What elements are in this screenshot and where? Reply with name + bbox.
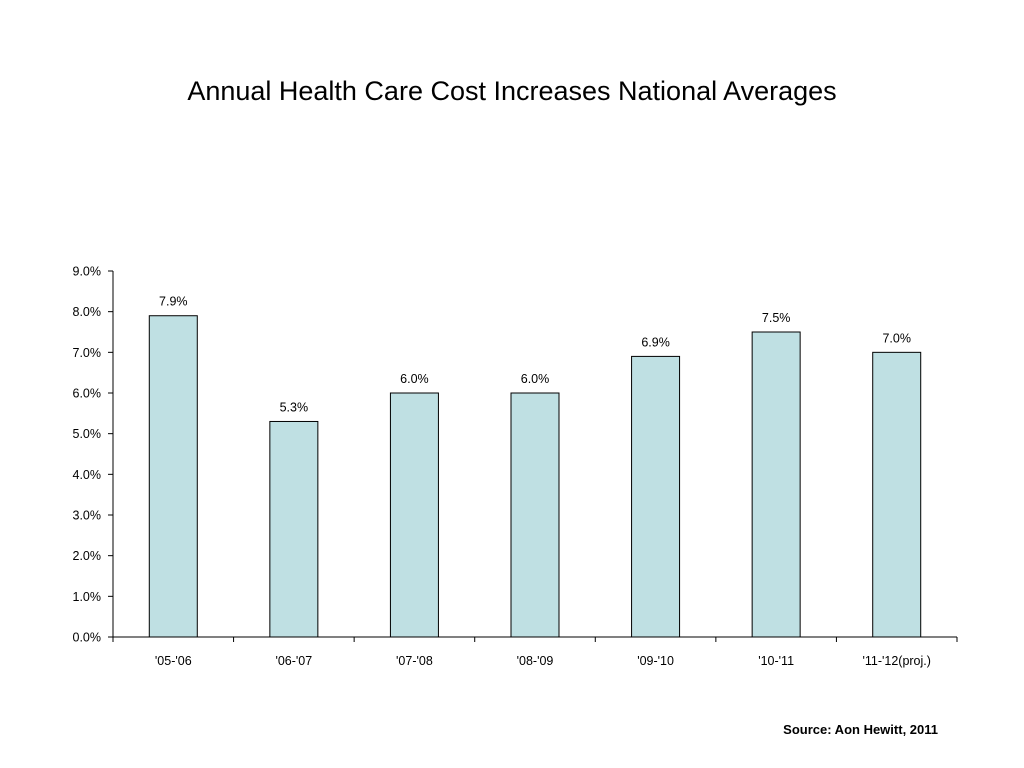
x-tick-label: '11-'12(proj.) bbox=[862, 654, 930, 668]
x-tick-label: '09-'10 bbox=[637, 654, 674, 668]
data-labels: 7.9% 5.3% 6.0% 6.0% 6.9% 7.5% 7.0% bbox=[159, 295, 911, 415]
y-tick-label: 0.0% bbox=[73, 631, 102, 645]
data-label: 7.0% bbox=[882, 331, 911, 345]
y-tick-label: 2.0% bbox=[73, 549, 102, 563]
bar bbox=[148, 315, 198, 638]
x-tick-label: '05-'06 bbox=[155, 654, 192, 668]
y-tick-label: 4.0% bbox=[73, 468, 102, 482]
y-tick-label: 6.0% bbox=[73, 387, 102, 401]
data-label: 6.9% bbox=[641, 335, 670, 349]
chart-title: Annual Health Care Cost Increases Nation… bbox=[187, 76, 837, 106]
x-tick-label: '06-'07 bbox=[275, 654, 312, 668]
data-label: 7.5% bbox=[762, 311, 791, 325]
x-tick-label: '10-'11 bbox=[758, 654, 794, 668]
data-label: 7.9% bbox=[159, 295, 188, 309]
y-tick-label: 1.0% bbox=[73, 590, 102, 604]
data-label: 6.0% bbox=[400, 372, 429, 386]
y-tick-label: 5.0% bbox=[73, 427, 102, 441]
x-tick-label: '08-'09 bbox=[517, 654, 554, 668]
data-label: 5.3% bbox=[280, 400, 309, 414]
bar bbox=[751, 331, 801, 638]
x-axis-ticks: '05-'06 '06-'07 '07-'08 '08-'09 '09-'10 '10-'… bbox=[112, 637, 958, 668]
y-tick-label: 8.0% bbox=[73, 305, 102, 319]
x-tick-label: '07-'08 bbox=[396, 654, 433, 668]
bars bbox=[148, 315, 922, 638]
data-label: 6.0% bbox=[521, 372, 550, 386]
y-axis-ticks: 0.0% 1.0% 2.0% 3.0% 4.0% 5.0% 6.0% 7.0% 8.0% 9.0% bbox=[73, 265, 113, 645]
bar bbox=[631, 355, 681, 638]
y-tick-label: 7.0% bbox=[73, 346, 102, 360]
source-note: Source: Aon Hewitt, 2011 bbox=[783, 722, 938, 737]
bar bbox=[389, 392, 439, 638]
y-tick-label: 3.0% bbox=[73, 509, 102, 523]
y-tick-label: 9.0% bbox=[73, 265, 102, 279]
bar bbox=[872, 351, 922, 638]
bar bbox=[269, 420, 319, 638]
bar bbox=[510, 392, 560, 638]
